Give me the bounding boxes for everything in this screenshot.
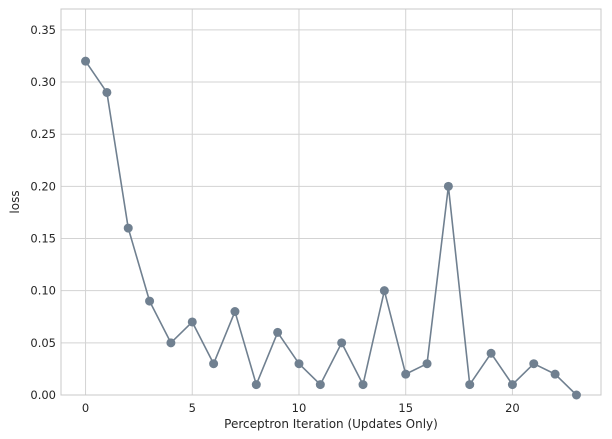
data-point: [507, 380, 517, 390]
y-tick-label: 0.00: [30, 388, 56, 402]
data-point: [358, 380, 368, 390]
y-tick-label: 0.05: [30, 336, 56, 350]
x-tick-label: 0: [82, 401, 89, 415]
data-point: [379, 286, 389, 296]
data-point: [187, 317, 197, 327]
data-point: [315, 380, 325, 390]
data-point: [529, 359, 539, 369]
data-point: [465, 380, 475, 390]
x-tick-label: 20: [505, 401, 520, 415]
data-point: [166, 338, 176, 348]
x-axis-label: Perceptron Iteration (Updates Only): [224, 417, 438, 431]
data-point: [209, 359, 219, 369]
data-point: [145, 296, 155, 306]
x-tick-label: 5: [189, 401, 196, 415]
y-tick-label: 0.20: [30, 179, 56, 193]
data-point: [486, 348, 496, 358]
loss-series-line: [84, 60, 578, 396]
y-tick-label: 0.15: [30, 232, 56, 246]
y-tick-label: 0.35: [30, 23, 56, 37]
data-point: [571, 390, 581, 400]
data-point: [102, 87, 112, 97]
x-tick-label: 15: [398, 401, 413, 415]
data-point: [251, 380, 261, 390]
data-point: [81, 56, 91, 66]
series-group: [81, 56, 581, 400]
plot-frame: [60, 8, 602, 396]
data-point: [273, 327, 283, 337]
y-axis-ticks: 0.00 0.05 0.10 0.15 0.20 0.25 0.30 0.35: [30, 23, 56, 402]
data-point: [422, 359, 432, 369]
data-point: [294, 359, 304, 369]
data-point: [123, 223, 133, 233]
data-point: [337, 338, 347, 348]
y-tick-label: 0.25: [30, 127, 56, 141]
y-tick-label: 0.30: [30, 75, 56, 89]
data-point: [230, 307, 240, 317]
y-axis-label: loss: [8, 190, 22, 213]
data-point: [443, 181, 453, 191]
x-tick-label: 10: [292, 401, 307, 415]
y-tick-label: 0.10: [30, 284, 56, 298]
data-point: [401, 369, 411, 379]
plot-border: [60, 8, 602, 396]
x-axis-ticks: 0 5 10 15 20: [82, 401, 520, 415]
data-point: [550, 369, 560, 379]
